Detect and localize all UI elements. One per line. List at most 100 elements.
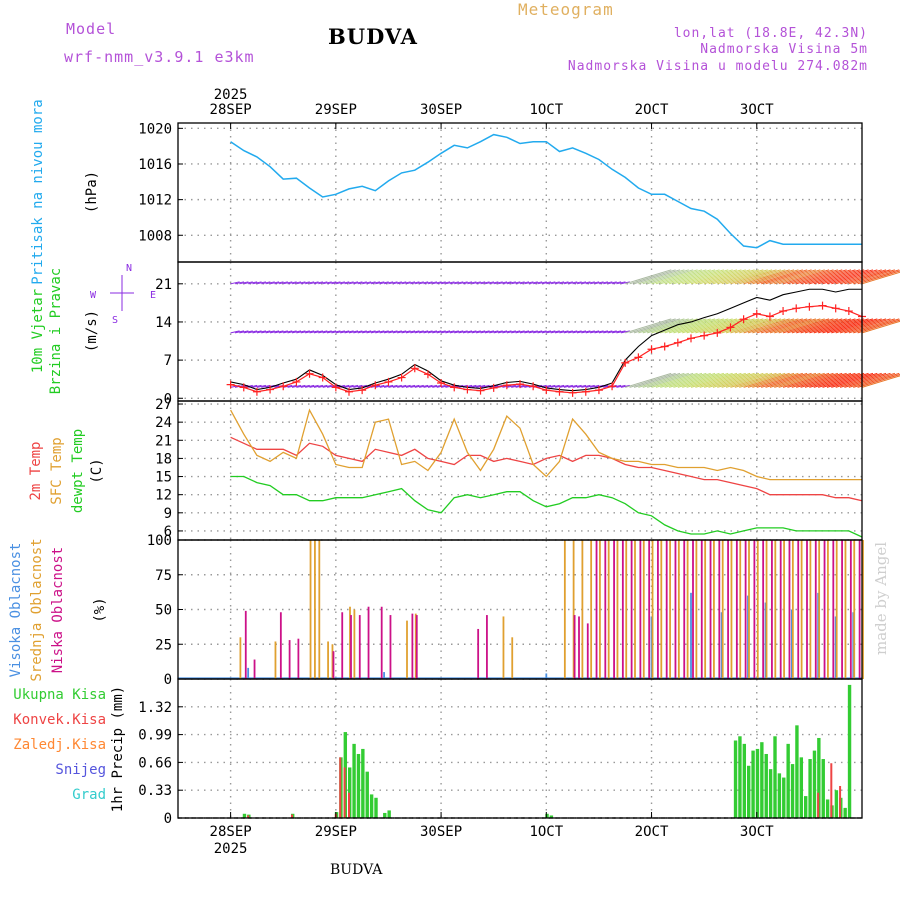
wind-barb <box>375 330 385 334</box>
wind-barb <box>765 372 812 388</box>
wind-barb <box>782 372 830 388</box>
wind-barb <box>489 281 499 285</box>
wind-barb <box>704 318 751 334</box>
y-tick-label: 0.66 <box>138 755 172 771</box>
wind-barb <box>296 281 306 285</box>
precip-bar <box>545 813 549 818</box>
wind-barb <box>274 330 284 334</box>
wind-unit: (m/s) <box>84 310 100 352</box>
wind-barb <box>537 281 547 285</box>
wind-barb <box>414 330 424 334</box>
wind-barb <box>826 372 874 388</box>
wind-barb <box>739 269 786 285</box>
wind-barb <box>708 269 755 285</box>
wind-barb <box>344 384 354 388</box>
wind-barb <box>248 281 258 285</box>
pressure-line <box>230 133 862 249</box>
wind-barb <box>480 330 490 334</box>
compass-n: N <box>126 263 132 274</box>
wind-speed-marker <box>608 382 617 391</box>
wind-barb <box>813 372 860 388</box>
wind-barb <box>239 330 249 334</box>
wind-barb <box>563 281 573 285</box>
wind-barb <box>313 281 324 285</box>
y-tick-label: 27 <box>155 397 172 413</box>
wind-barb <box>708 318 755 334</box>
label-layer: 28SEP 28SEP 29SEP 29SEP 30SEP 30SEP 1OCT 1OCT 2O… <box>8 87 774 857</box>
wind-barb <box>607 281 617 285</box>
wind-barb <box>712 372 760 388</box>
wind-speed-marker <box>673 338 682 347</box>
wind-barb <box>664 372 711 388</box>
dewpoint-label: dewpt Temp <box>70 429 86 513</box>
wind-barb <box>796 372 843 388</box>
wind-barb <box>427 281 438 285</box>
wind-barb <box>291 384 302 388</box>
time-tick-bottom: 2OCT <box>635 824 669 840</box>
compass-w: W <box>90 290 97 301</box>
wind-barb <box>844 372 891 388</box>
wind-barb <box>708 372 755 388</box>
wind-barb <box>305 281 315 285</box>
wind-barb <box>300 330 310 334</box>
wind-speed-marker <box>700 331 709 340</box>
wind-barb <box>848 269 895 285</box>
y-tick-label: 9 <box>164 506 172 522</box>
wind-barb <box>326 330 337 334</box>
year-label-bottom: 2025 <box>214 841 248 857</box>
station-title: BUDVA <box>328 24 418 49</box>
wind-barb <box>309 281 319 285</box>
wind-barb <box>774 372 821 388</box>
precip-bar <box>777 773 782 818</box>
wind-barb <box>287 384 297 388</box>
wind-barb <box>419 281 429 285</box>
precip-bar <box>356 753 361 818</box>
wind-barb <box>511 330 521 334</box>
wind-barb <box>300 281 310 285</box>
wind-barb <box>642 372 689 388</box>
wind-barb <box>546 384 556 388</box>
wind-barb <box>344 330 354 334</box>
wind-barb <box>436 281 446 285</box>
wind-barb <box>331 281 341 285</box>
y-tick-label: 100 <box>147 533 172 549</box>
y-tick-label: 12 <box>155 488 172 504</box>
mid-cloud-label: Srednja Oblacnost <box>29 538 45 681</box>
wind-speed-marker <box>239 383 248 392</box>
wind-barb <box>375 281 385 285</box>
dewpoint-line <box>230 475 863 538</box>
wind-barb <box>576 281 587 285</box>
wind-barb <box>379 384 389 388</box>
wind-barb <box>357 281 367 285</box>
precip-bar <box>242 813 247 818</box>
wind-barb <box>673 269 720 285</box>
wind-barb <box>800 372 847 388</box>
model-altitude-label: Nadmorska Visina u modelu 274.082m <box>567 59 868 74</box>
time-tick-top: 30SEP <box>420 102 462 118</box>
wind-barb <box>484 281 495 285</box>
wind-barb <box>818 372 865 388</box>
wind-barb <box>278 330 288 334</box>
wind-barb <box>528 330 538 334</box>
wind-barb <box>712 269 760 285</box>
wind-speed-marker <box>660 342 669 351</box>
wind-barb <box>725 318 773 334</box>
wind-barb <box>664 318 711 334</box>
panel-frame <box>177 678 863 819</box>
precip-bar <box>369 794 374 818</box>
wind-barb <box>835 372 882 388</box>
wind-barb <box>616 281 626 285</box>
wind-barb <box>590 330 600 334</box>
wind-barb <box>256 281 267 285</box>
wind-barb <box>590 281 600 285</box>
y-tick-label: 0.99 <box>138 728 172 744</box>
wind-barb <box>506 330 516 334</box>
wind-barb <box>467 281 477 285</box>
wind-barb <box>340 330 350 334</box>
wind-speed-marker <box>542 386 551 395</box>
y-tick-label: 1.32 <box>138 700 172 716</box>
precip-bar <box>773 736 777 818</box>
precip-bar <box>343 767 346 818</box>
grid-layer <box>178 123 862 819</box>
wind-barb <box>585 281 595 285</box>
